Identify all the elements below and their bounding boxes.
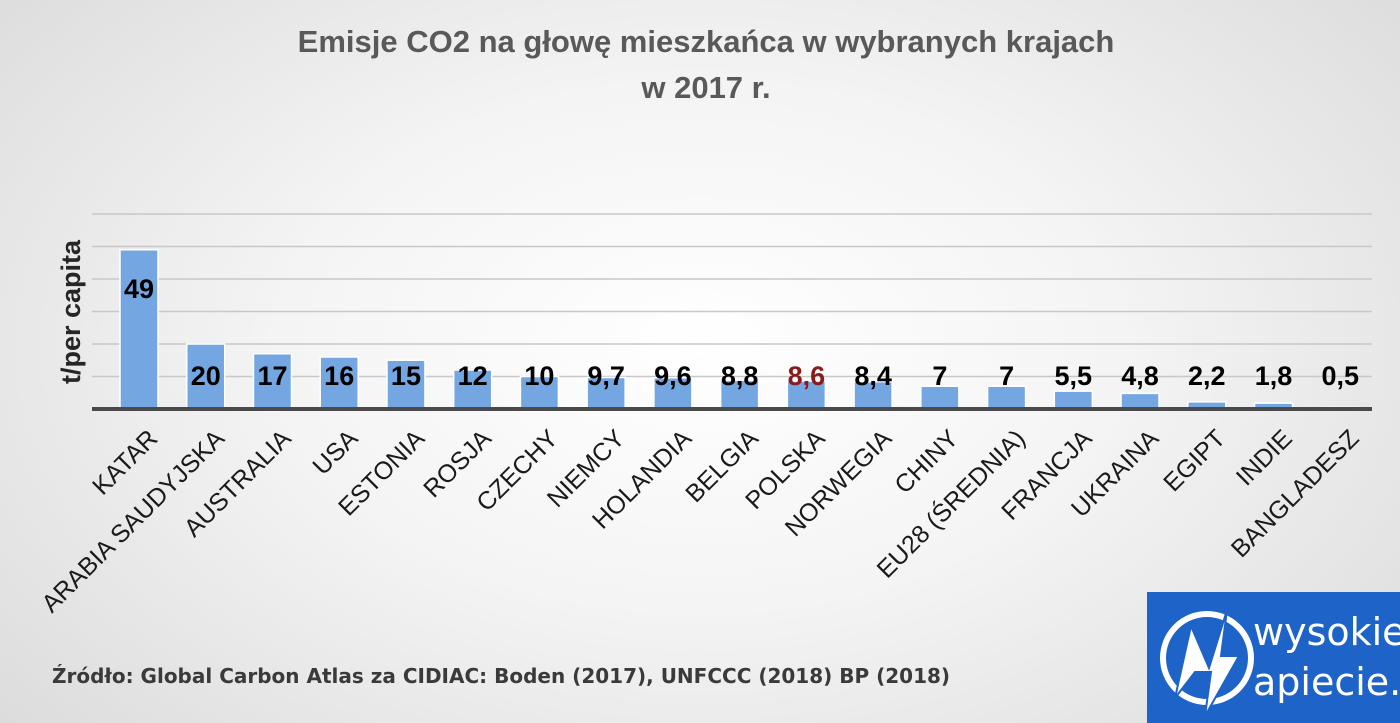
value-label: 17 [257, 361, 287, 391]
lightning-n-icon [1160, 609, 1254, 717]
value-label: 49 [124, 274, 154, 304]
value-label: 8,8 [721, 361, 759, 391]
logo-line-2: apiecie.pl [1253, 660, 1400, 704]
chart-title-line: Emisje CO2 na głowę mieszkańca w wybrany… [298, 24, 1115, 59]
value-label: 20 [191, 361, 221, 391]
value-label: 4,8 [1121, 361, 1159, 391]
value-label: 15 [391, 361, 421, 391]
bar [653, 377, 693, 410]
bars [119, 249, 1361, 410]
bar [1120, 392, 1160, 410]
value-label: 10 [524, 361, 554, 391]
source-note: Źródło: Global Carbon Atlas za CIDIAC: B… [52, 664, 951, 688]
brand-logo[interactable]: wysokie apiecie.pl [1147, 592, 1400, 723]
value-label: 7 [999, 361, 1014, 391]
bar [1053, 390, 1094, 410]
chart-title-line: w 2017 r. [640, 70, 770, 105]
value-label: 9,6 [654, 361, 692, 391]
bar [119, 249, 159, 410]
value-label: 8,6 [788, 361, 826, 391]
value-label: 7 [932, 361, 947, 391]
value-label: 5,5 [1055, 361, 1093, 391]
y-axis-title: t/per capita [56, 239, 86, 384]
value-labels: 49 20 17 16 15 12 10 9,7 9,6 8,8 8,6 8,4 7 7 5,5 4,8 2,2… [124, 274, 1359, 391]
bar [185, 343, 226, 410]
value-label: 12 [458, 361, 488, 391]
value-label: 16 [324, 361, 354, 391]
category-label: USA [307, 424, 363, 480]
value-label: 0,5 [1321, 361, 1359, 391]
logo-line-1: wysokie [1253, 610, 1400, 654]
chart-title: Emisje CO2 na głowę mieszkańca w wybrany… [298, 24, 1115, 105]
bar [719, 379, 760, 410]
category-label: EGIPT [1158, 424, 1231, 497]
value-label: 1,8 [1255, 361, 1293, 391]
bar [319, 356, 359, 410]
bar [519, 375, 560, 410]
value-label: 8,4 [854, 361, 892, 391]
value-label: 9,7 [587, 361, 625, 391]
value-label: 2,2 [1188, 361, 1226, 391]
gridlines [92, 213, 1372, 378]
